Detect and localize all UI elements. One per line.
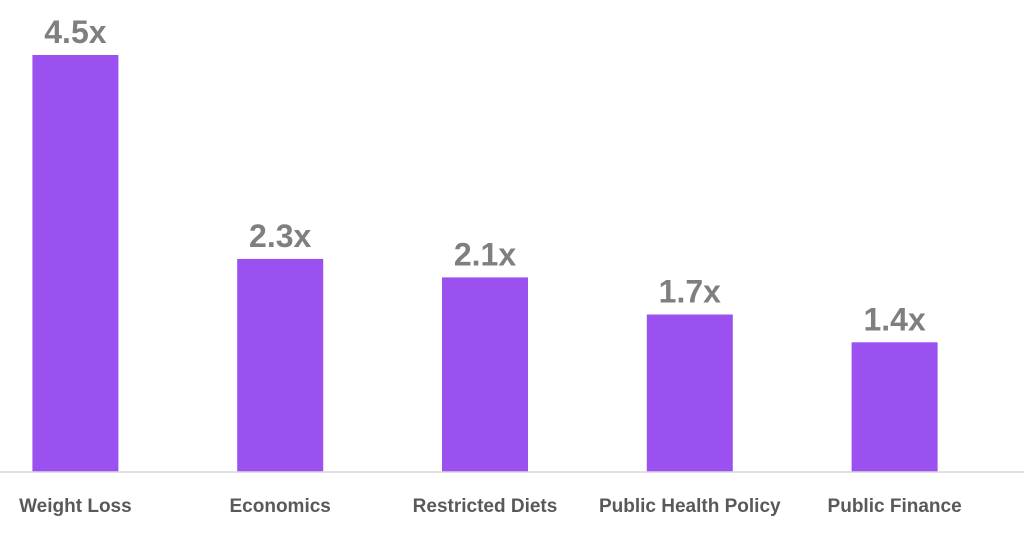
value-label-restricted-diets: 2.1x (454, 236, 516, 272)
value-label-weight-loss: 4.5x (44, 14, 106, 50)
value-label-public-finance: 1.4x (863, 301, 925, 337)
value-label-public-health-policy: 1.7x (659, 274, 721, 310)
bars-group (32, 55, 938, 472)
category-label-economics: Economics (230, 496, 331, 517)
category-labels-group: Weight Loss Economics Restricted Diets Publ… (19, 496, 962, 517)
value-labels-group: 4.5x 2.3x 2.1x 1.7x 1.4x (44, 14, 926, 337)
category-label-public-health-policy: Public Health Policy (599, 496, 781, 517)
bar-restricted-diets (442, 277, 528, 472)
bar-public-health-policy (646, 314, 733, 472)
category-label-restricted-diets: Restricted Diets (413, 496, 558, 517)
category-label-weight-loss: Weight Loss (19, 496, 132, 517)
value-label-economics: 2.3x (249, 218, 311, 254)
category-label-public-finance: Public Finance (828, 496, 962, 517)
bar-economics (237, 258, 324, 472)
bar-weight-loss (32, 55, 119, 472)
bar-public-finance (851, 342, 938, 472)
